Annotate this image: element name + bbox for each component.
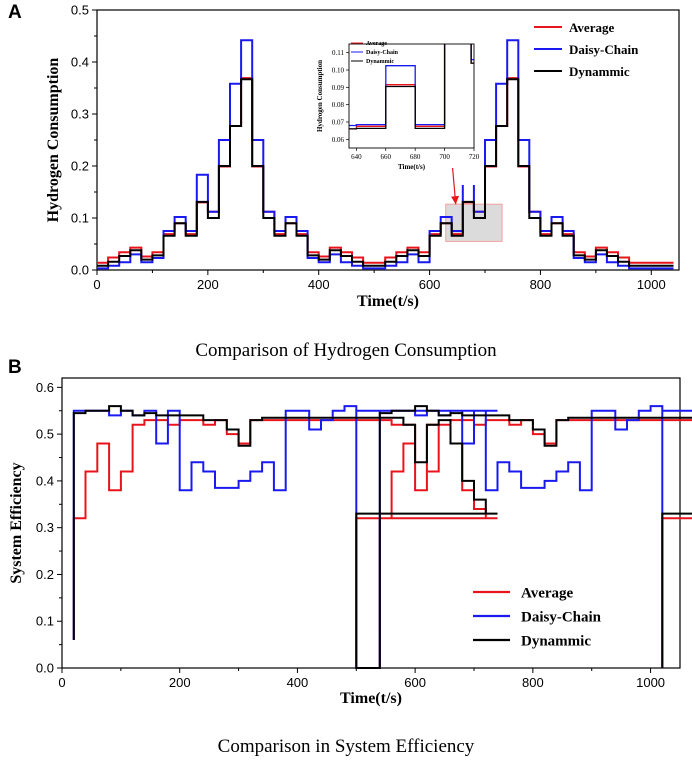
hydrogen-legend-label-daisy-chain: Daisy-Chain (569, 42, 639, 57)
zoom-inset-y-tick-label: 0.06 (332, 136, 345, 144)
zoom-inset-y-tick-label: 0.08 (332, 101, 345, 109)
efficiency-legend-label-daisy-chain: Daisy-Chain (521, 610, 602, 626)
zoom-inset-y-tick-label: 0.07 (332, 119, 345, 127)
hydrogen-chart: 0 200 400 600 800 1000 0.0 0.1 0.2 0.3 0.4 0.5 Time(… (45, 3, 680, 310)
panel-b-letter: B (8, 357, 22, 378)
efficiency-legend-label-average: Average (521, 586, 574, 602)
zoom-connector-arrowhead (451, 195, 460, 205)
hydrogen-y-tick-label: 0.4 (71, 55, 89, 70)
zoom-inset: 640 660 680 700 720 0.06 0.07 0.08 0.09 0.10 0.11 T… (297, 37, 482, 185)
efficiency-y-axis-label: System Efficiency (8, 462, 25, 583)
efficiency-x-tick-label: 0 (58, 675, 65, 690)
efficiency-y-tick-label: 0.2 (36, 567, 54, 582)
panel-a-letter: A (8, 2, 22, 23)
zoom-inset-x-tick-label: 660 (381, 153, 392, 161)
efficiency-y-tick-label: 0.4 (36, 473, 54, 488)
zoom-inset-x-tick-label: 640 (351, 153, 362, 161)
hydrogen-y-tick-label: 0.3 (71, 107, 89, 122)
zoom-inset-legend-label-dynammic: Dynammic (366, 59, 394, 65)
zoom-inset-series-dynammic (349, 44, 474, 130)
efficiency-series-daisy-chain (72, 405, 692, 669)
efficiency-x-tick-label: 600 (404, 675, 426, 690)
zoom-inset-frame (348, 43, 475, 149)
efficiency-y-tick-label: 0.6 (36, 380, 54, 395)
hydrogen-series-dynammic (97, 78, 674, 267)
efficiency-x-tick-label: 1000 (636, 675, 665, 690)
efficiency-x-tick-label: 800 (522, 675, 544, 690)
efficiency-series-average (72, 419, 692, 669)
efficiency-legend: Average Daisy-Chain Dynammic (473, 586, 602, 650)
zoom-inset-y-axis-label: Hydrogen Consumption (316, 60, 324, 132)
efficiency-series-dynammic (72, 405, 692, 669)
hydrogen-x-tick-label: 400 (308, 277, 330, 292)
zoom-inset-series-group (349, 44, 474, 130)
caption-hydrogen: Comparison of Hydrogen Consumption (195, 340, 497, 361)
hydrogen-x-axis-label: Time(t/s) (357, 293, 419, 310)
caption-efficiency: Comparison in System Efficiency (217, 736, 475, 757)
zoom-inset-y-tick-label: 0.11 (332, 49, 344, 57)
efficiency-x-axis-label: Time(t/s) (340, 690, 402, 707)
efficiency-y-tick-label: 0.0 (36, 661, 54, 676)
zoom-inset-x-axis-label: Time(t/s) (398, 163, 426, 171)
zoom-inset-legend-label-daisy-chain: Daisy-Chain (366, 50, 399, 56)
zoom-inset-x-tick-label: 680 (410, 153, 421, 161)
hydrogen-x-tick-label: 600 (419, 277, 441, 292)
efficiency-legend-label-dynammic: Dynammic (521, 634, 591, 650)
hydrogen-legend-label-average: Average (569, 20, 614, 35)
hydrogen-legend: Average Daisy-Chain Dynammic (534, 20, 639, 79)
hydrogen-y-tick-label: 0.2 (71, 159, 89, 174)
efficiency-x-tick-label: 400 (287, 675, 309, 690)
zoom-inset-y-tick-label: 0.10 (332, 67, 345, 75)
zoom-inset-x-tick-label: 700 (439, 153, 450, 161)
zoom-inset-y-tick-label: 0.09 (332, 84, 345, 92)
efficiency-y-tick-label: 0.5 (36, 427, 54, 442)
hydrogen-y-tick-label: 0.0 (71, 263, 89, 278)
zoom-inset-background (297, 37, 482, 185)
hydrogen-x-tick-label: 200 (197, 277, 219, 292)
hydrogen-legend-label-dynammic: Dynammic (569, 64, 630, 79)
hydrogen-y-tick-label: 0.5 (71, 3, 89, 18)
efficiency-chart: 0 200 400 600 800 1000 0.0 0.1 0.2 0.3 0.4 0.5 0.6 Ti… (8, 377, 692, 707)
hydrogen-x-tick-label: 0 (93, 277, 100, 292)
zoom-inset-x-tick-label: 720 (469, 153, 480, 161)
efficiency-x-tick-label: 200 (169, 675, 191, 690)
hydrogen-x-tick-label: 1000 (637, 277, 666, 292)
zoom-inset-legend-label-average: Average (366, 41, 387, 47)
hydrogen-y-axis-label: Hydrogen Consumption (45, 58, 62, 223)
efficiency-y-tick-label: 0.3 (36, 520, 54, 535)
hydrogen-y-tick-label: 0.1 (71, 211, 89, 226)
efficiency-y-tick-label: 0.1 (36, 614, 54, 629)
hydrogen-x-tick-label: 800 (530, 277, 552, 292)
